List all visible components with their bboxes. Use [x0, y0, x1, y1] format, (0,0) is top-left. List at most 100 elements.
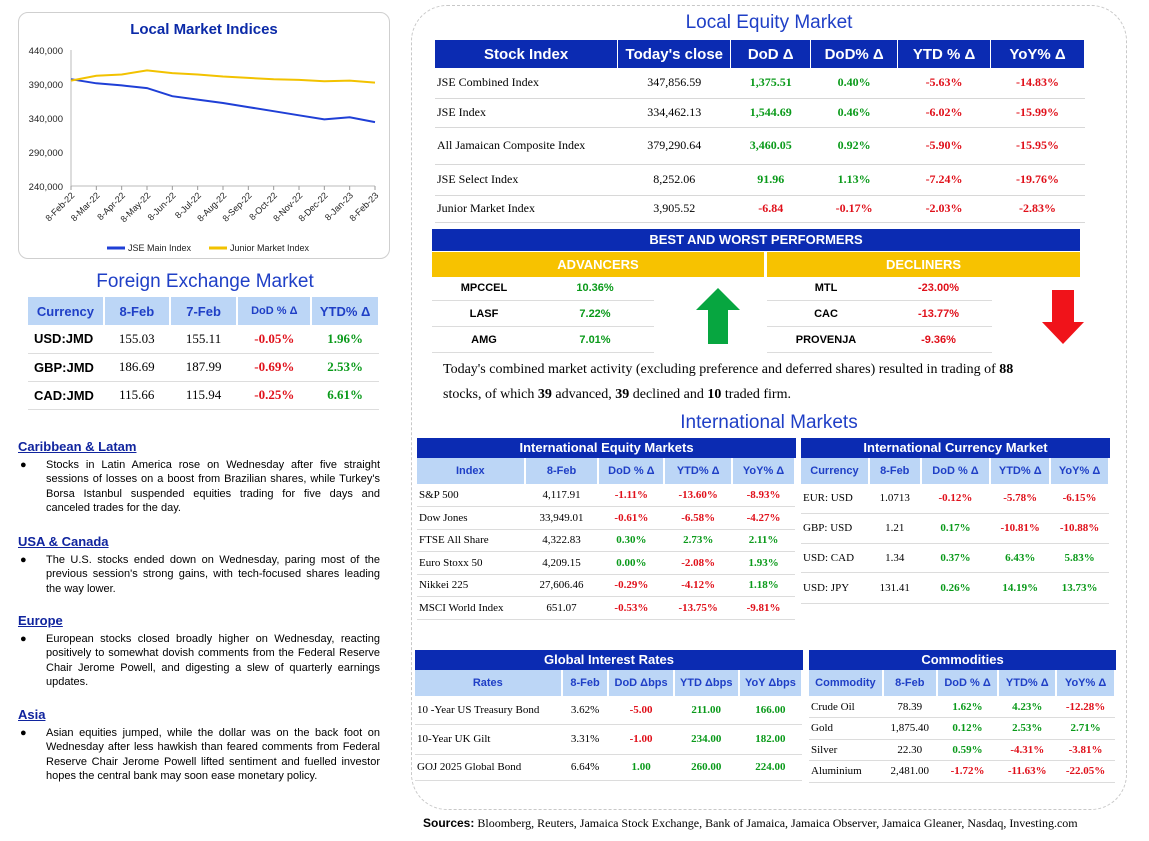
- currency-dod: 0.26%: [920, 572, 991, 604]
- commodities-8feb: 78.39: [882, 696, 937, 718]
- rates-dod: -1.00: [608, 724, 674, 755]
- performer-ticker: AMG: [471, 334, 497, 346]
- rates-ytd: 211.00: [673, 696, 739, 725]
- news-heading[interactable]: Caribbean & Latam: [18, 439, 137, 454]
- performer-row: AMG 7.01%: [432, 330, 654, 353]
- activity-advanced-count: 39: [537, 387, 552, 402]
- equity-header: DoD% Δ: [810, 40, 899, 68]
- equity-index-name: Junior Market Index: [435, 195, 618, 223]
- equity-dod: -0.61%: [598, 506, 665, 530]
- equity-yoy: -2.83%: [990, 195, 1085, 223]
- currency-yoy: 13.73%: [1050, 572, 1109, 604]
- commodities-yoy: -3.81%: [1056, 739, 1115, 761]
- commodities-header: Commodity: [809, 670, 884, 696]
- equity-index-name: All Jamaican Composite Index: [435, 127, 618, 165]
- fx-header: YTD% Δ: [311, 297, 380, 325]
- bullet-icon: ●: [20, 554, 27, 566]
- commodities-header: DoD % Δ: [936, 670, 1000, 696]
- news-bullet-text: ● Asian equities jumped, while the dollar…: [18, 726, 380, 784]
- currency-row: USD: CAD 1.34 0.37% 6.43% 5.83%: [801, 543, 1109, 573]
- news-item: Europe ● European stocks closed broadly h…: [18, 613, 380, 690]
- currency-ytd: -10.81%: [990, 513, 1051, 544]
- equity-header: Stock Index: [435, 40, 619, 68]
- currency-ytd: 6.43%: [990, 543, 1051, 573]
- rates-dod: -5.00: [608, 696, 674, 725]
- equity-yoy: 2.11%: [732, 529, 795, 552]
- performer-row: CAC -13.77%: [767, 304, 992, 327]
- performer-row: PROVENJA -9.36%: [767, 330, 992, 353]
- currency-dod: 0.37%: [920, 543, 991, 573]
- equity-header: 8-Feb: [524, 458, 600, 484]
- commodities-header: YTD% Δ: [998, 670, 1058, 696]
- equity-name: S&P 500: [417, 484, 525, 507]
- currency-8feb: 131.41: [868, 572, 921, 604]
- performers-title: BEST AND WORST PERFORMERS: [432, 229, 1080, 251]
- jse-main-line: [70, 78, 376, 124]
- equity-ytd: -5.63%: [897, 68, 991, 99]
- equity-dod: 0.00%: [598, 551, 665, 575]
- commodities-title: Commodities: [809, 650, 1116, 670]
- fx-ytd: 1.96%: [311, 325, 379, 354]
- fx-header: 7-Feb: [169, 297, 239, 325]
- fx-title: Foreign Exchange Market: [96, 271, 314, 292]
- commodities-8feb: 22.30: [882, 739, 937, 761]
- rates-yoy: 182.00: [738, 724, 802, 755]
- equity-dod: -0.53%: [598, 596, 665, 620]
- currency-8feb: 1.0713: [868, 484, 921, 514]
- bullet-icon: ●: [20, 633, 27, 645]
- equity-8feb: 4,117.91: [524, 484, 599, 507]
- rates-ytd: 260.00: [673, 754, 739, 781]
- commodities-yoy: -12.28%: [1056, 696, 1115, 718]
- equity-close: 334,462.13: [617, 98, 731, 128]
- commodities-dod: 1.62%: [936, 696, 999, 718]
- equity-name: MSCI World Index: [417, 596, 525, 620]
- rates-row: 10 -Year US Treasury Bond 3.62% -5.00 211.0…: [415, 696, 802, 725]
- equity-8feb: 4,322.83: [524, 529, 599, 552]
- commodities-ytd: -11.63%: [998, 760, 1057, 783]
- equity-name: Euro Stoxx 50: [417, 551, 525, 575]
- equity-dod: 1,375.51: [730, 68, 811, 99]
- chart-title: Local Market Indices: [130, 21, 278, 38]
- equity-row: JSE Combined Index 347,856.59 1,375.51 0.40…: [435, 68, 1085, 99]
- currency-header: YoY% Δ: [1050, 458, 1110, 484]
- rates-name: GOJ 2025 Global Bond: [415, 754, 562, 781]
- equity-ytd: -6.02%: [897, 98, 991, 128]
- commodities-yoy: 2.71%: [1056, 717, 1115, 740]
- fx-dod: -0.05%: [237, 325, 312, 354]
- equity-index-name: JSE Combined Index: [435, 68, 618, 99]
- rates-8feb: 6.64%: [561, 754, 609, 781]
- equity-dod-pct: -0.17%: [810, 195, 898, 223]
- rates-name: 10-Year UK Gilt: [415, 724, 562, 755]
- equity-row: Euro Stoxx 50 4,209.15 0.00% -2.08% 1.93%: [417, 551, 795, 575]
- fx-ytd: 6.61%: [311, 381, 379, 410]
- equity-row: Junior Market Index 3,905.52 -6.84 -0.17% -2…: [435, 195, 1085, 223]
- equity-8feb: 4,209.15: [524, 551, 599, 575]
- performer-change: 7.22%: [579, 308, 611, 320]
- equity-yoy: -9.81%: [732, 596, 795, 620]
- performer-ticker: MTL: [814, 282, 838, 294]
- equity-header: Index: [417, 458, 526, 484]
- equity-dod: -1.11%: [598, 484, 665, 507]
- equity-dod-pct: 0.46%: [810, 98, 898, 128]
- news-heading[interactable]: Asia: [18, 707, 46, 722]
- news-heading[interactable]: USA & Canada: [18, 534, 109, 549]
- equity-dod-pct: 1.13%: [810, 164, 898, 196]
- fx-ytd: 2.53%: [311, 353, 379, 382]
- news-heading[interactable]: Europe: [18, 613, 63, 628]
- currency-header: DoD % Δ: [920, 458, 992, 484]
- equity-name: FTSE All Share: [417, 529, 525, 552]
- sources-label: Sources:: [423, 816, 475, 830]
- rates-header: Rates: [415, 670, 563, 696]
- equity-yoy: -8.93%: [732, 484, 795, 507]
- currency-header: 8-Feb: [868, 458, 922, 484]
- rates-header: DoD Δbps: [608, 670, 675, 696]
- currency-header: YTD% Δ: [990, 458, 1052, 484]
- rates-row: 10-Year UK Gilt 3.31% -1.00 234.00 182.00: [415, 724, 802, 755]
- fx-row: USD:JMD 155.03 155.11 -0.05% 1.96%: [28, 325, 379, 354]
- currency-header: Currency: [801, 458, 870, 484]
- rates-8feb: 3.62%: [561, 696, 609, 725]
- currency-dod: 0.17%: [920, 513, 991, 544]
- activity-declined-count: 39: [615, 387, 630, 402]
- fx-currency: USD:JMD: [28, 325, 104, 354]
- advancers-list: MPCCEL 10.36% LASF 7.22% AMG 7.01%: [432, 278, 654, 356]
